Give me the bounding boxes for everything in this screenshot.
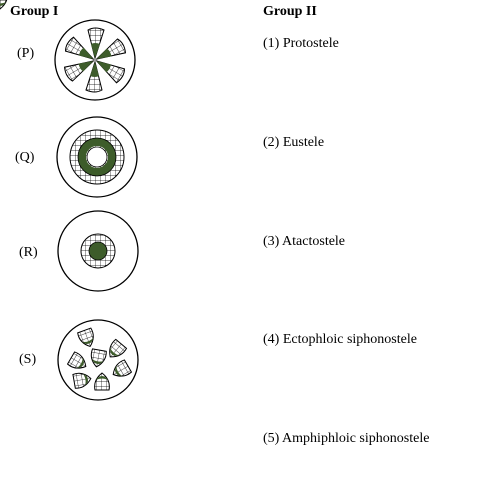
- option-amphiphloic-siphonostele: (5) Amphiphloic siphonostele: [263, 431, 430, 446]
- solid-central-stele-diagram: [57, 210, 139, 292]
- item-label-s: (S): [19, 352, 37, 367]
- vascular-bundle: [0, 0, 8, 10]
- group1-title: Group I: [10, 4, 59, 19]
- option-ectophloic-siphonostele: (4) Ectophloic siphonostele: [263, 332, 417, 347]
- option-atactostele: (3) Atactostele: [263, 234, 346, 249]
- option-eustele: (2) Eustele: [263, 135, 325, 150]
- item-label-p: (P): [17, 46, 35, 61]
- ring-stele-diagram: [56, 116, 138, 198]
- option-protostele: (1) Protostele: [263, 36, 339, 51]
- vascular-sector: [87, 27, 105, 60]
- radial-sector-stele-diagram: [54, 19, 136, 101]
- item-label-q: (Q): [15, 150, 35, 165]
- group2-title: Group II: [263, 4, 317, 19]
- scattered-bundles-stele-diagram: [0, 0, 139, 401]
- item-label-r: (R): [19, 245, 38, 260]
